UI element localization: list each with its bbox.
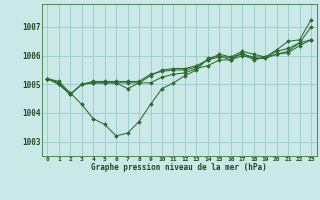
X-axis label: Graphe pression niveau de la mer (hPa): Graphe pression niveau de la mer (hPa) bbox=[91, 163, 267, 172]
